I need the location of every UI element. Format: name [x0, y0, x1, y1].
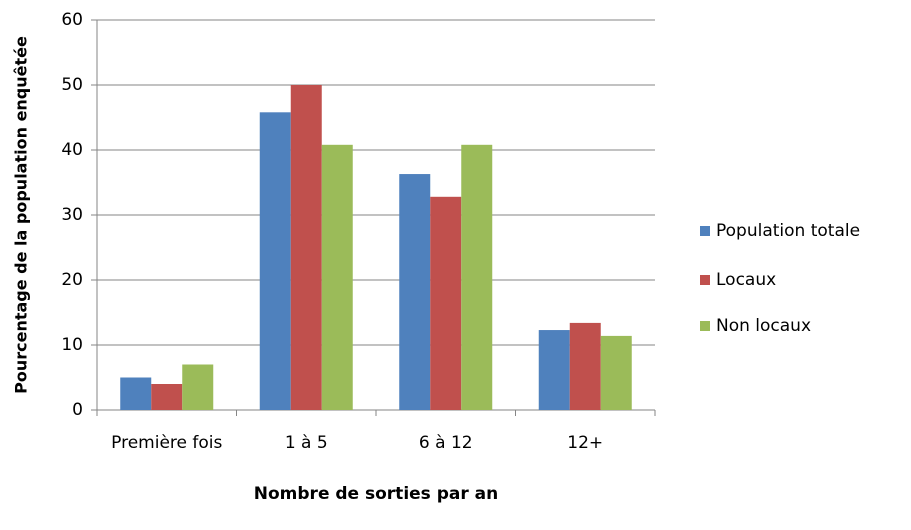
y-tick-label: 10 — [61, 335, 83, 355]
y-tick-label: 60 — [61, 10, 83, 30]
bar — [569, 322, 601, 410]
bar — [182, 364, 214, 410]
x-tick-label: 6 à 12 — [418, 433, 473, 453]
y-tick-label: 50 — [61, 75, 83, 95]
y-tick-label: 30 — [61, 205, 83, 225]
y-tick-label: 40 — [61, 140, 83, 160]
x-tick-label: 1 à 5 — [284, 433, 328, 453]
bar — [399, 174, 431, 410]
y-tick-label: 20 — [61, 270, 83, 290]
bar — [600, 335, 632, 410]
bar — [290, 85, 322, 410]
x-axis-title: Nombre de sorties par an — [254, 484, 498, 504]
bar — [321, 144, 353, 411]
legend-label: Locaux — [716, 270, 776, 290]
y-axis-title: Pourcentage de la population enquêtée — [12, 36, 31, 394]
legend-label: Population totale — [716, 221, 860, 241]
legend-swatch — [700, 226, 710, 236]
bar — [430, 196, 462, 410]
legend-swatch — [700, 275, 710, 285]
bar — [259, 112, 291, 411]
bar — [538, 330, 570, 410]
x-tick-label: 12+ — [567, 433, 604, 453]
bar — [461, 144, 493, 411]
legend-swatch — [700, 321, 710, 331]
y-tick-label: 0 — [72, 400, 83, 420]
bar — [120, 377, 152, 410]
bar — [151, 384, 183, 410]
legend-label: Non locaux — [716, 316, 811, 336]
x-tick-label: Première fois — [111, 433, 223, 453]
